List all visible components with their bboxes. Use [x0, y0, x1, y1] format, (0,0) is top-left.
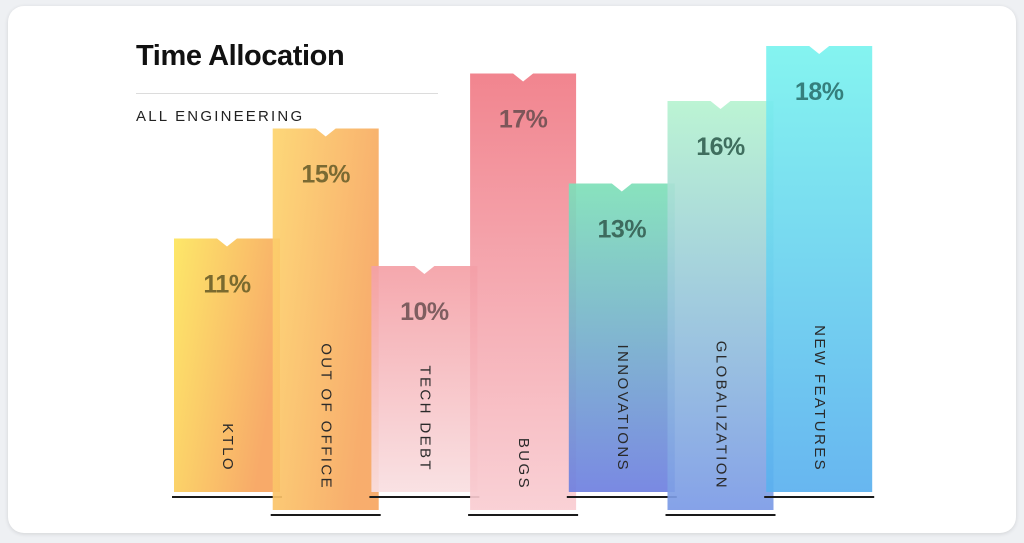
chart-title: Time Allocation: [136, 40, 345, 72]
data-label: 11%: [203, 271, 250, 299]
bar-new-features: [766, 46, 873, 492]
category-label: BUGS: [515, 438, 532, 490]
category-label: NEW FEATURES: [811, 325, 828, 472]
data-label: 15%: [301, 161, 350, 189]
data-label: 10%: [400, 298, 449, 326]
bar-tech-debt: [371, 266, 478, 492]
bar-bugs: [470, 73, 577, 510]
data-label: 16%: [696, 133, 745, 161]
category-label: TECH DEBT: [416, 365, 433, 472]
category-label: INNOVATIONS: [614, 344, 631, 472]
bar-ktlo: [174, 238, 280, 492]
bar-globalization: [667, 101, 774, 510]
title-divider: [136, 93, 438, 94]
data-label: 18%: [795, 78, 844, 106]
category-label: GLOBALIZATION: [713, 341, 730, 490]
bar-innovations: [568, 183, 675, 492]
data-label: 13%: [598, 216, 647, 244]
category-label: KTLO: [219, 423, 236, 472]
bar-out-of-office: [272, 128, 379, 510]
category-label: OUT OF OFFICE: [318, 343, 335, 490]
chart-subtitle: ALL ENGINEERING: [136, 108, 305, 125]
data-label: 17%: [499, 106, 548, 134]
